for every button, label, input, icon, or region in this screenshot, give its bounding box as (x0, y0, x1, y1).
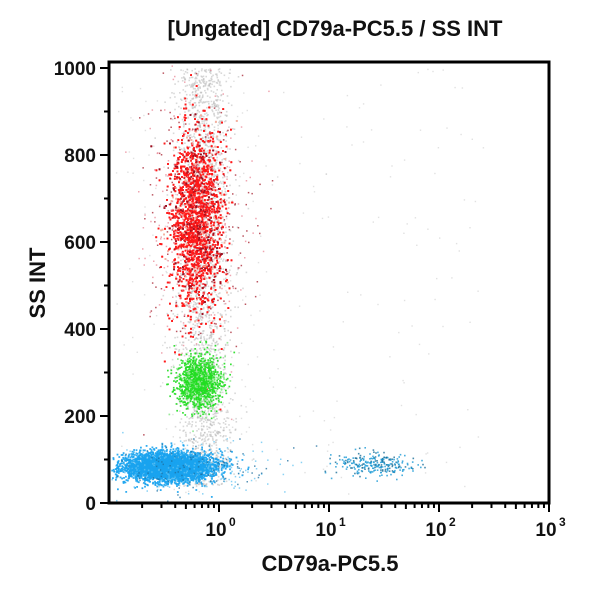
y-tick-label: 1000 (54, 59, 96, 80)
y-tick-label: 0 (85, 494, 96, 515)
data-points (111, 65, 485, 503)
y-tick-label: 200 (64, 407, 96, 428)
chart-title: [Ungated] CD79a-PC5.5 / SS INT (167, 16, 503, 41)
x-axis-label: CD79a-PC5.5 (261, 551, 399, 576)
x-tick-label: 10 1 (315, 515, 346, 541)
y-axis: 0 200 400 600 800 1000 (54, 59, 109, 515)
y-tick-label: 400 (64, 320, 96, 341)
y-tick-label: 800 (64, 146, 96, 167)
x-tick-label: 10 3 (535, 515, 566, 541)
y-tick-label: 600 (64, 233, 96, 254)
x-tick-label: 10 0 (205, 515, 236, 541)
x-axis: 10 0 10 1 10 2 10 3 (141, 503, 566, 541)
plot-frame (107, 60, 551, 505)
x-tick-label: 10 2 (425, 515, 456, 541)
